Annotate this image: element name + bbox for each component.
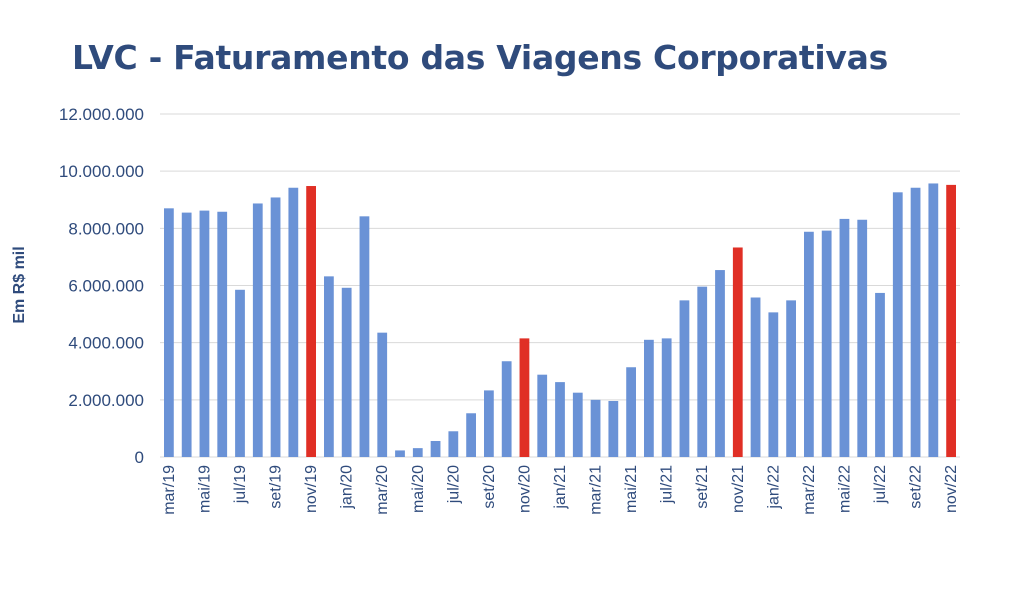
x-tick-label: jan/20 [339,465,356,510]
bar [252,203,263,457]
x-tick-label: mar/21 [588,465,605,515]
y-tick-label: 10.000.000 [59,162,144,181]
x-tick-label: set/21 [694,465,711,509]
x-tick-label: jul/19 [232,465,249,504]
chart-title: LVC - Faturamento das Viagens Corporativ… [72,38,888,77]
bar [946,184,956,458]
x-tick-label: nov/22 [943,465,960,513]
bar [412,448,423,457]
bars [164,183,956,458]
bar [164,208,174,457]
bar [892,192,903,457]
y-axis-label: Em R$ mil [11,246,28,323]
x-tick-label: set/22 [908,465,925,509]
y-axis-ticks: 0 2.000.000 4.000.000 6.000.000 8.000.000 10.… [59,105,144,467]
bar [661,338,672,457]
x-tick-label: jul/22 [872,465,889,504]
bar [875,292,885,457]
bar [679,300,690,457]
bar [626,367,636,457]
y-tick-label: 4.000.000 [68,334,144,353]
x-tick-label: mar/22 [801,465,818,515]
bar [501,361,512,457]
bar [537,374,548,457]
bar [217,211,228,457]
y-tick-label: 2.000.000 [68,391,144,410]
x-tick-label: set/19 [268,465,285,509]
x-tick-label: set/20 [481,465,498,509]
bar [608,400,619,457]
bar [519,338,530,457]
x-tick-label: jan/22 [765,465,782,510]
y-tick-label: 12.000.000 [59,105,144,124]
x-tick-label: nov/21 [730,465,747,513]
bar [804,231,814,457]
x-tick-label: mar/20 [374,465,391,515]
x-axis-ticks: mar/19 mai/19 jul/19 set/19 nov/19 jan/20 mar/… [161,465,960,515]
bar [395,450,405,457]
bar [377,332,388,457]
y-tick-label: 6.000.000 [68,277,144,296]
bar [235,289,245,457]
x-tick-label: jul/20 [445,465,462,504]
x-tick-label: mai/19 [196,465,213,513]
bar [768,312,779,457]
bar [288,187,299,457]
x-tick-label: mar/19 [161,465,178,515]
bar [732,247,743,457]
bar [750,297,761,457]
bar [430,440,441,457]
bar [715,270,725,457]
bar [839,218,850,457]
x-tick-label: nov/19 [303,465,320,513]
bar [181,212,192,457]
bar [590,399,601,457]
x-tick-label: mai/22 [836,465,853,513]
bar [910,187,921,457]
bar [199,210,210,457]
bar [786,300,796,457]
y-tick-label: 8.000.000 [68,219,144,238]
y-tick-label: 0 [135,448,144,467]
bar [928,183,939,457]
x-tick-label: jan/21 [552,465,569,510]
x-tick-label: nov/20 [516,465,533,513]
bar [697,286,708,457]
bar [270,197,281,458]
bar [644,339,654,457]
bar [359,216,370,457]
bar [466,413,476,457]
bar [306,186,316,457]
x-tick-label: jul/21 [659,465,676,504]
bar [484,390,494,457]
bar [857,219,868,457]
bar [821,230,832,457]
bar [324,276,334,457]
bar [448,431,459,457]
bar [572,392,583,457]
x-tick-label: mai/20 [410,465,427,513]
bar [555,382,565,457]
bar [341,287,352,457]
x-tick-label: mai/21 [623,465,640,513]
